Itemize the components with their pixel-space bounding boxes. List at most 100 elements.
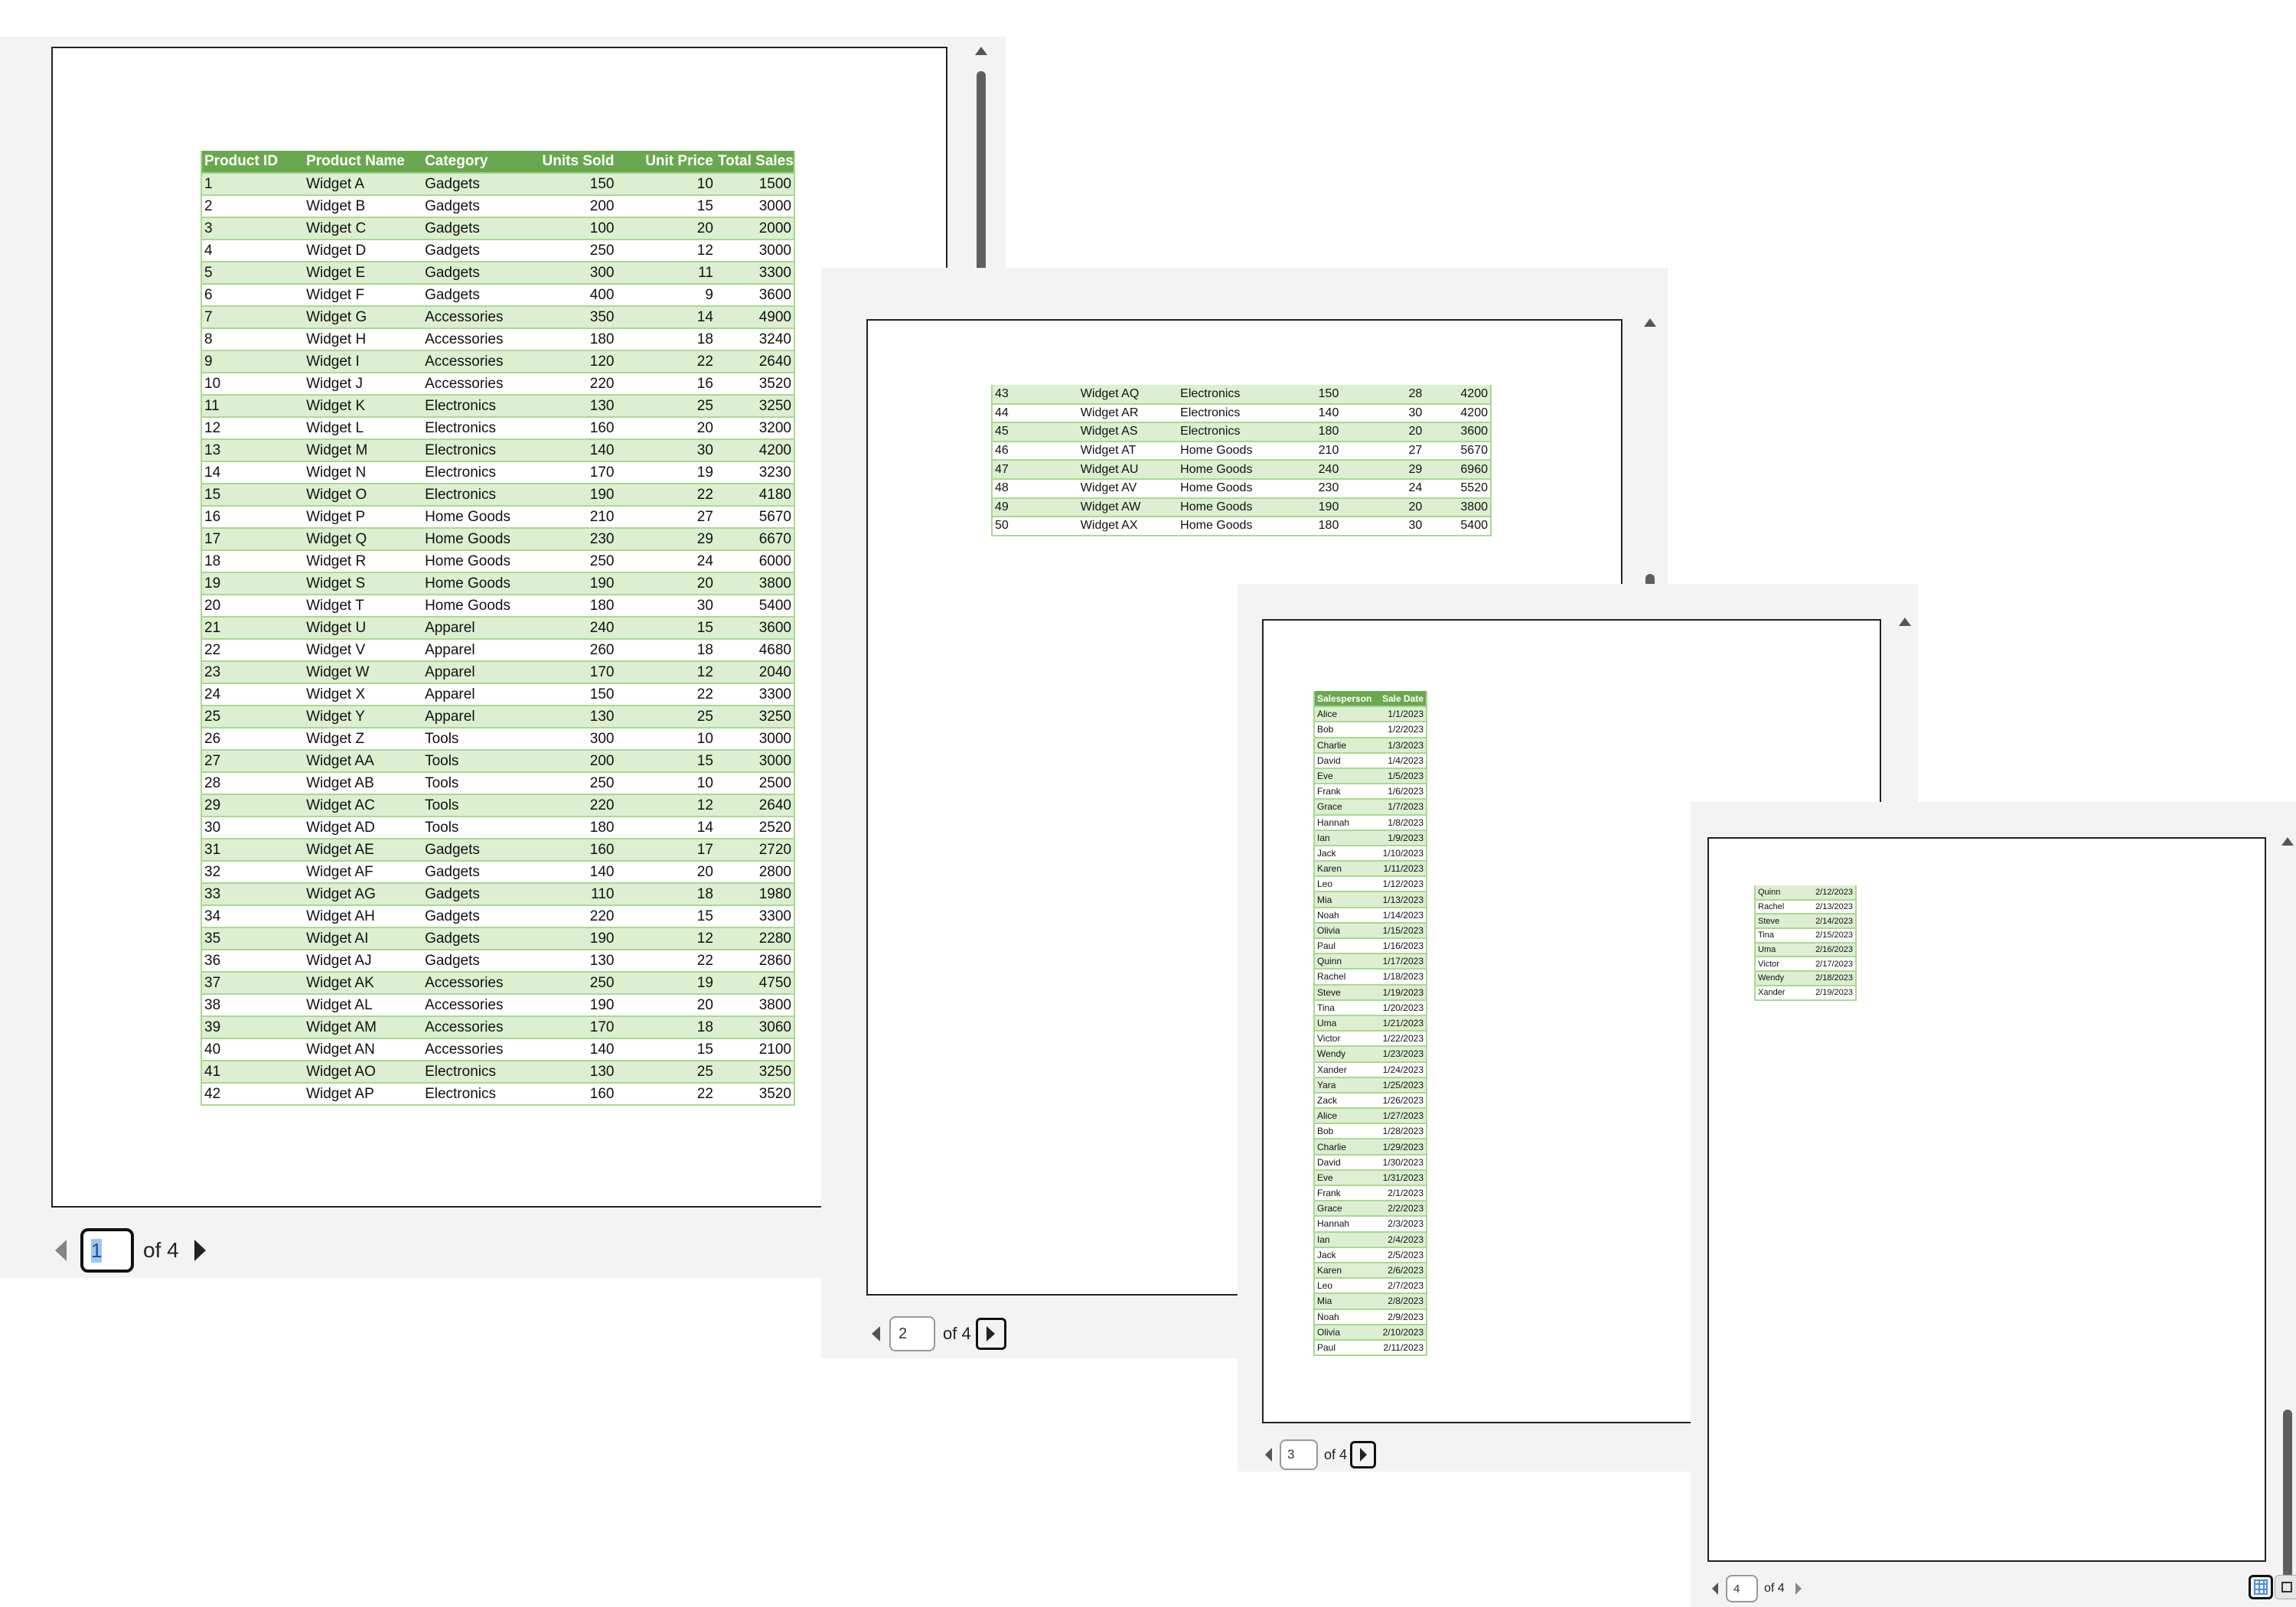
table-cell: Widget B [304, 195, 423, 218]
table-row: Mia 1/13/2023 [1313, 892, 1427, 908]
table-cell: 160 [534, 1083, 617, 1106]
table-cell: 3240 [715, 328, 796, 351]
page-number-input[interactable]: 2 [889, 1316, 935, 1351]
table-row: 28 Widget AB Tools 250 10 2500 [200, 772, 796, 795]
table-cell: 18 [616, 1016, 716, 1039]
chevron-left-icon[interactable] [872, 1326, 880, 1341]
table-cell: Home Goods [422, 506, 535, 529]
table-row: 15 Widget O Electronics 190 22 4180 [200, 484, 796, 507]
vertical-scrollbar[interactable] [2279, 836, 2296, 1598]
table-cell: 22 [616, 1083, 716, 1106]
table-row: Tina 2/15/2023 [1754, 928, 1857, 944]
table-cell: 16 [200, 506, 305, 529]
table-cell: 10 [616, 772, 716, 795]
table-row: 1 Widget A Gadgets 150 10 1500 [200, 173, 796, 196]
table-row: Wendy 2/18/2023 [1754, 971, 1857, 986]
table-cell: 3300 [715, 262, 796, 285]
vertical-scrollbar[interactable] [1642, 314, 1658, 597]
table-cell: Home Goods [422, 528, 535, 551]
table-cell: 14 [616, 306, 716, 329]
table-cell: Gadgets [422, 883, 535, 906]
table-cell: Quinn [1313, 953, 1373, 970]
table-cell: 3800 [715, 994, 796, 1017]
table-cell: 18 [616, 883, 716, 906]
table-cell: 3000 [715, 240, 796, 262]
table-cell: Xander [1754, 985, 1808, 1001]
table-cell: 6000 [715, 550, 796, 573]
table-cell: 30 [200, 817, 305, 839]
table-cell: 1/3/2023 [1372, 737, 1427, 754]
scrollbar-thumb[interactable] [2283, 1410, 2292, 1578]
table-cell: Home Goods [1178, 517, 1273, 536]
scrollbar-thumb[interactable] [977, 71, 986, 285]
column-header: Salesperson [1313, 691, 1373, 708]
table-cell: Tools [422, 794, 535, 817]
table-cell: 43 [991, 385, 1078, 405]
page-number-input[interactable]: 3 [1280, 1439, 1318, 1470]
table-cell: 190 [534, 572, 617, 595]
table-row: Xander 1/24/2023 [1313, 1061, 1427, 1078]
table-cell: 2/3/2023 [1372, 1216, 1427, 1233]
table-cell: 1/12/2023 [1372, 876, 1427, 893]
table-cell: Gadgets [422, 861, 535, 884]
table-row: 17 Widget Q Home Goods 230 29 6670 [200, 528, 796, 551]
table-row: 29 Widget AC Tools 220 12 2640 [200, 794, 796, 817]
chevron-left-icon[interactable] [1265, 1448, 1272, 1462]
page-navigator: 3 of 4 [1265, 1439, 1377, 1470]
table-row: Hannah 2/3/2023 [1313, 1216, 1427, 1233]
table-row: Steve 2/14/2023 [1754, 914, 1857, 930]
table-row: 38 Widget AL Accessories 190 20 3800 [200, 994, 796, 1017]
table-cell: 22 [616, 950, 716, 973]
table-cell: Widget AL [304, 994, 423, 1017]
table-row: Frank 2/1/2023 [1313, 1185, 1427, 1202]
column-header: Product Name [304, 151, 423, 174]
table-cell: 2/10/2023 [1372, 1324, 1427, 1341]
fit-to-page-button[interactable] [2275, 1575, 2296, 1599]
table-row: Eve 1/31/2023 [1313, 1169, 1427, 1187]
table-cell: 3250 [715, 395, 796, 418]
table-cell: 8 [200, 328, 305, 351]
next-page-button[interactable] [1350, 1441, 1377, 1468]
vertical-scrollbar[interactable] [973, 41, 990, 285]
table-cell: 220 [534, 794, 617, 817]
next-page-button[interactable] [975, 1318, 1006, 1350]
table-cell: Olivia [1313, 1324, 1373, 1341]
table-cell: 1/15/2023 [1372, 922, 1427, 940]
table-cell: 15 [616, 1038, 716, 1061]
table-cell: Tina [1313, 999, 1373, 1016]
table-cell: Zack [1313, 1092, 1373, 1110]
chevron-left-icon[interactable] [1712, 1583, 1718, 1595]
table-row: Charlie 1/3/2023 [1313, 737, 1427, 754]
print-preview-window-4: Quinn 2/12/2023 Rachel 2/13/2023 Steve 2/14/2… [1691, 802, 2296, 1607]
chevron-right-icon[interactable] [194, 1240, 206, 1261]
page-number-input[interactable]: 1 [80, 1228, 134, 1273]
vertical-scrollbar[interactable] [1896, 614, 1913, 768]
chevron-right-icon[interactable] [1795, 1583, 1802, 1595]
chevron-left-icon[interactable] [55, 1240, 67, 1261]
table-cell: Widget L [304, 417, 423, 440]
table-row: Leo 1/12/2023 [1313, 876, 1427, 893]
table-cell: 250 [534, 240, 617, 262]
table-row: Ian 2/4/2023 [1313, 1231, 1427, 1248]
table-cell: Widget AJ [304, 950, 423, 973]
scroll-up-icon[interactable] [1899, 618, 1911, 626]
table-cell: Uma [1754, 942, 1808, 958]
scroll-up-icon[interactable] [1644, 318, 1656, 327]
table-cell: 300 [534, 728, 617, 751]
table-cell: 2640 [715, 350, 796, 373]
table-cell: 200 [534, 195, 617, 218]
table-cell: David [1313, 1154, 1373, 1171]
page-layout-view-button[interactable] [2249, 1575, 2273, 1599]
scroll-up-icon[interactable] [2281, 837, 2294, 846]
table-cell: 3300 [715, 905, 796, 928]
table-row: 10 Widget J Accessories 220 16 3520 [200, 373, 796, 396]
table-row: Grace 1/7/2023 [1313, 799, 1427, 816]
scroll-up-icon[interactable] [975, 47, 987, 55]
table-row: Zack 1/26/2023 [1313, 1092, 1427, 1110]
table-row: 47 Widget AU Home Goods 240 29 6960 [991, 460, 1492, 480]
table-cell: Grace [1313, 799, 1373, 816]
page-navigator: 1 of 4 [55, 1227, 206, 1273]
table-cell: 180 [1272, 517, 1342, 536]
page-number-input[interactable]: 4 [1726, 1575, 1758, 1602]
table-row: 49 Widget AW Home Goods 190 20 3800 [991, 497, 1492, 518]
